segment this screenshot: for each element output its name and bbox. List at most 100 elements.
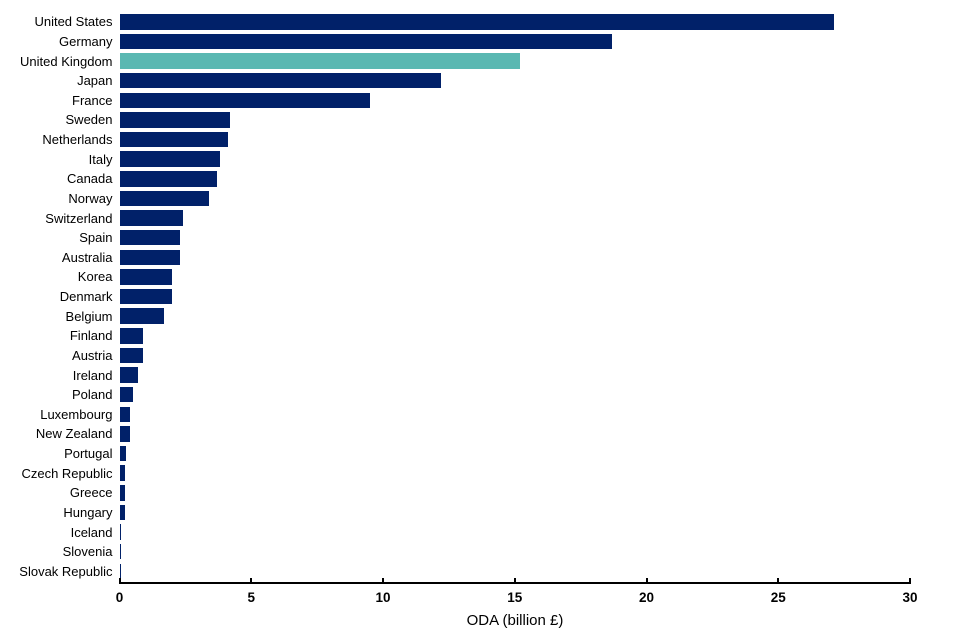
country-label: New Zealand: [35, 426, 113, 442]
x-axis-tick-label: 0: [115, 590, 124, 605]
country-label: Switzerland: [45, 210, 113, 226]
chart-row: France: [0, 91, 960, 111]
chart-row: Austria: [0, 346, 960, 366]
chart-row: Czech Republic: [0, 463, 960, 483]
country-label: Italy: [88, 151, 113, 167]
chart-row: Slovak Republic: [0, 562, 960, 582]
chart-row: Belgium: [0, 306, 960, 326]
country-label: Austria: [72, 347, 113, 363]
x-axis-tick: [777, 578, 780, 582]
oda-bar: [119, 131, 228, 148]
oda-bar: [119, 92, 370, 109]
country-label: Slovenia: [62, 544, 113, 560]
oda-bar: [119, 72, 441, 89]
chart-row: New Zealand: [0, 424, 960, 444]
country-label: Czech Republic: [21, 465, 113, 481]
chart-row: Ireland: [0, 365, 960, 385]
oda-bar: [119, 190, 210, 207]
chart-row: United States: [0, 12, 960, 32]
country-label: Ireland: [72, 367, 113, 383]
oda-bar: [119, 151, 220, 167]
country-label: Netherlands: [42, 132, 113, 148]
oda-bar: [119, 112, 231, 128]
oda-bar: [119, 33, 613, 50]
oda-bar: [119, 504, 125, 521]
chart-row: Greece: [0, 483, 960, 503]
country-label: Slovak Republic: [19, 563, 113, 579]
chart-row: Hungary: [0, 503, 960, 523]
country-label: Iceland: [70, 524, 113, 540]
oda-bar: [119, 308, 165, 324]
country-label: Denmark: [59, 289, 113, 305]
x-axis-tick: [513, 578, 516, 582]
x-axis-tick-label: 5: [247, 590, 255, 605]
chart-row: Portugal: [0, 444, 960, 464]
oda-bar: [119, 543, 122, 560]
country-label: Portugal: [64, 446, 113, 462]
country-label: Australia: [61, 249, 113, 265]
oda-bar: [119, 288, 173, 305]
oda-bar: [119, 524, 122, 540]
country-label: United States: [34, 14, 113, 30]
country-label: Sweden: [65, 112, 113, 128]
oda-bar: [119, 328, 144, 344]
bar-rows: United States Germany United Kingdom Japan F…: [0, 12, 960, 581]
country-label: Japan: [77, 73, 113, 89]
chart-row: Netherlands: [0, 130, 960, 150]
country-label: Belgium: [65, 308, 113, 324]
chart-row: Slovenia: [0, 542, 960, 562]
x-axis-line: [119, 582, 911, 584]
oda-bar: [119, 249, 181, 266]
x-axis-tick-label: 30: [902, 590, 918, 605]
chart-row: Canada: [0, 169, 960, 189]
chart-row: Switzerland: [0, 208, 960, 228]
chart-row: Spain: [0, 228, 960, 248]
oda-bar: [119, 406, 131, 423]
chart-row: Luxembourg: [0, 405, 960, 425]
chart-row: Germany: [0, 32, 960, 52]
country-label: Germany: [59, 33, 113, 49]
chart-row: Norway: [0, 189, 960, 209]
oda-bar: [119, 229, 181, 246]
country-label: Norway: [68, 190, 113, 206]
oda-bar: [119, 53, 521, 69]
chart-row: Sweden: [0, 110, 960, 130]
oda-bar: [119, 563, 122, 580]
chart-row: Finland: [0, 326, 960, 346]
x-axis-tick: [250, 578, 253, 582]
country-label: Finland: [69, 328, 113, 344]
country-label: Hungary: [63, 504, 113, 520]
oda-bar: [119, 367, 138, 383]
oda-bar: [119, 445, 127, 462]
x-axis-title: ODA (billion £): [466, 612, 564, 629]
x-axis-tick-label: 25: [770, 590, 786, 605]
chart-row: Poland: [0, 385, 960, 405]
country-label: Greece: [69, 485, 113, 501]
country-label: United Kingdom: [20, 53, 113, 69]
chart-row: Korea: [0, 267, 960, 287]
oda-bar: [119, 465, 125, 481]
x-axis-tick-label: 10: [375, 590, 391, 605]
x-axis-tick: [645, 578, 648, 582]
country-label: Korea: [77, 269, 113, 285]
oda-bar: [119, 485, 125, 501]
x-axis-tick: [118, 578, 121, 582]
country-label: Poland: [72, 387, 113, 403]
chart-row: Denmark: [0, 287, 960, 307]
chart-row: Italy: [0, 149, 960, 169]
country-label: Canada: [66, 171, 113, 187]
country-label: France: [72, 92, 113, 108]
x-axis-tick: [909, 578, 911, 582]
country-label: Luxembourg: [40, 406, 113, 422]
chart-row: United Kingdom: [0, 51, 960, 71]
oda-bar: [119, 347, 144, 364]
oda-bar: [119, 171, 217, 187]
oda-bar: [119, 14, 834, 30]
oda-bar: [119, 210, 183, 226]
oda-bar: [119, 426, 131, 442]
x-axis-tick: [382, 578, 384, 582]
country-label: Spain: [79, 230, 113, 246]
x-axis-tick-label: 15: [507, 590, 523, 605]
chart-row: Japan: [0, 71, 960, 91]
